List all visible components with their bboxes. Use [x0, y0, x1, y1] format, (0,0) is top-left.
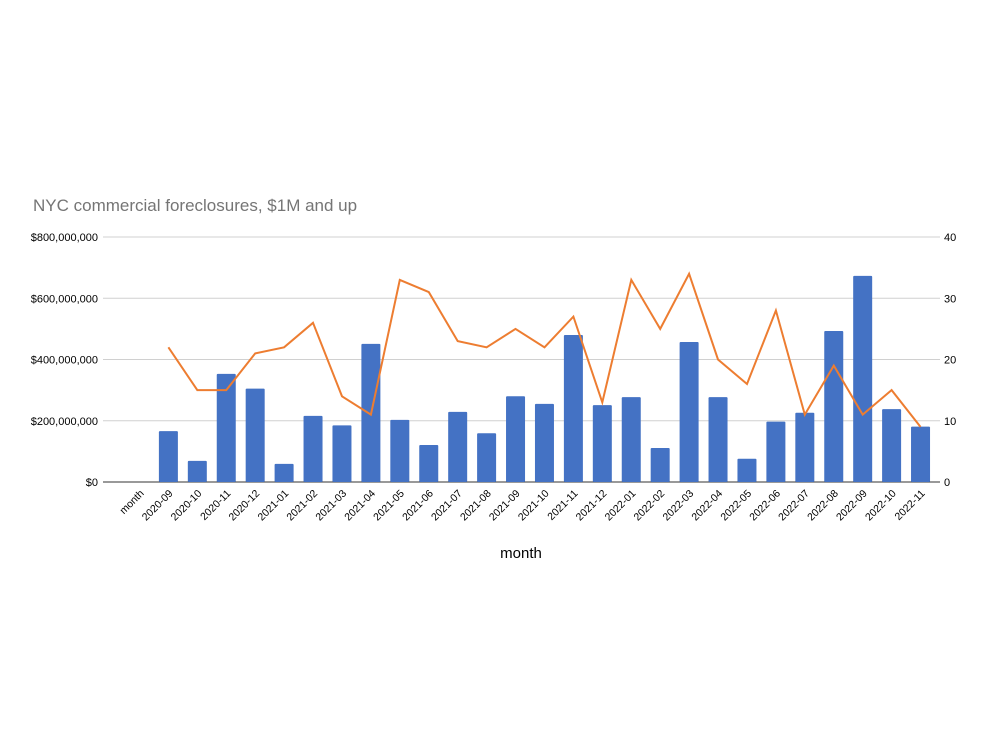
bar	[303, 415, 323, 482]
x-tick-label: 2021-05	[371, 488, 407, 524]
bar	[158, 431, 178, 482]
bar	[737, 458, 757, 482]
y-tick-label: $800,000,000	[31, 232, 98, 244]
bar	[679, 342, 699, 482]
bar	[216, 373, 236, 482]
bar	[766, 421, 786, 482]
bar	[187, 460, 207, 482]
bar	[274, 463, 294, 482]
bar	[563, 335, 583, 482]
x-tick-label: 2021-03	[313, 488, 349, 524]
x-tick-label: 2022-03	[660, 488, 696, 524]
x-axis-title: month	[500, 545, 542, 562]
bar	[245, 388, 265, 482]
x-tick-label: 2022-09	[834, 488, 870, 524]
x-tick-label: 2022-08	[805, 488, 841, 524]
x-tick-label: 2022-07	[776, 488, 812, 524]
bar	[477, 433, 497, 482]
y2-tick-label: 10	[944, 416, 956, 428]
y-tick-label: $600,000,000	[31, 293, 98, 305]
bar	[911, 426, 931, 482]
x-tick-label: 2022-11	[892, 488, 927, 523]
bar	[853, 275, 873, 482]
x-tick-label: 2021-12	[574, 488, 610, 524]
bar	[795, 412, 815, 482]
y-tick-label: $0	[86, 477, 98, 489]
bar	[650, 448, 670, 482]
x-tick-label: 2020-09	[140, 488, 176, 524]
chart-title: NYC commercial foreclosures, $1M and up	[33, 196, 358, 215]
y2-tick-label: 40	[944, 232, 956, 244]
bar	[708, 397, 728, 482]
bar	[448, 411, 468, 482]
bar	[332, 425, 352, 482]
x-tick-label: 2021-06	[400, 488, 436, 524]
bar	[592, 405, 612, 482]
x-tick-label: 2020-12	[227, 488, 263, 524]
x-tick-label: 2022-04	[689, 488, 725, 524]
x-tick-label: 2021-02	[284, 488, 320, 524]
x-tick-label: 2022-02	[632, 488, 668, 524]
x-tick-label: 2020-10	[169, 488, 205, 524]
x-tick-label: 2022-06	[747, 488, 783, 524]
y2-tick-label: 30	[944, 293, 956, 305]
y-tick-label: $400,000,000	[31, 355, 98, 367]
bar	[534, 403, 554, 482]
x-tick-label: 2022-05	[718, 488, 754, 524]
x-tick-label: 2021-08	[458, 488, 494, 524]
x-tick-label: 2021-01	[255, 488, 291, 524]
bar	[882, 409, 902, 482]
x-tick-label: 2021-04	[342, 488, 378, 524]
bar	[621, 397, 641, 482]
y-tick-label: $200,000,000	[31, 416, 98, 428]
bar	[390, 419, 410, 482]
x-tick-label: 2021-10	[516, 488, 552, 524]
bar	[419, 444, 439, 482]
x-tick-label: 2021-07	[429, 488, 465, 524]
x-tick-label: 2022-01	[603, 488, 639, 524]
x-tick-label: 2022-10	[863, 488, 899, 524]
bar	[506, 396, 526, 482]
x-tick-label: 2021-09	[487, 488, 523, 524]
y2-tick-label: 0	[944, 477, 950, 489]
bar	[824, 331, 844, 482]
y2-tick-label: 20	[944, 355, 956, 367]
